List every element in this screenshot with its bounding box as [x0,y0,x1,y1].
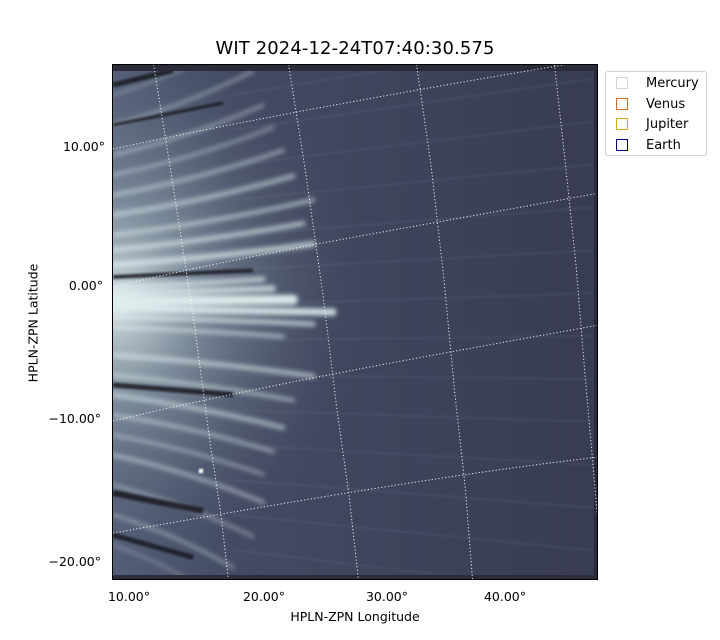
legend-swatch-jupiter [616,118,628,130]
heliospheric-image-plot[interactable] [112,64,598,580]
x-tick-label: 20.00° [242,589,286,604]
legend-swatch-earth [616,139,628,151]
y-tick-label: 0.00° [68,278,103,293]
legend-item-mercury[interactable]: Mercury [616,73,699,93]
legend-item-jupiter[interactable]: Jupiter [616,114,688,134]
legend-label: Venus [646,96,686,112]
legend-swatch-mercury [616,77,628,89]
x-axis-label: HPLN-ZPN Longitude [290,609,420,624]
legend-label: Earth [646,137,681,153]
plot-title: WIT 2024-12-24T07:40:30.575 [215,38,495,59]
solar-wind-image [113,65,597,579]
legend-item-earth[interactable]: Earth [616,135,681,155]
x-tick-label: 30.00° [365,589,409,604]
y-tick-label: 10.00° [62,139,105,154]
legend-label: Jupiter [646,116,689,132]
legend-item-venus[interactable]: Venus [616,94,685,114]
legend-swatch-venus [616,98,628,110]
y-tick-label: −20.00° [48,554,101,569]
x-tick-label: 10.00° [107,589,151,604]
y-axis-label: HPLN-ZPN Latitude [25,263,41,383]
y-tick-label: −10.00° [48,411,101,426]
legend: Mercury Venus Jupiter Earth [605,71,707,156]
x-tick-label: 40.00° [483,589,527,604]
legend-label: Mercury [646,75,699,91]
